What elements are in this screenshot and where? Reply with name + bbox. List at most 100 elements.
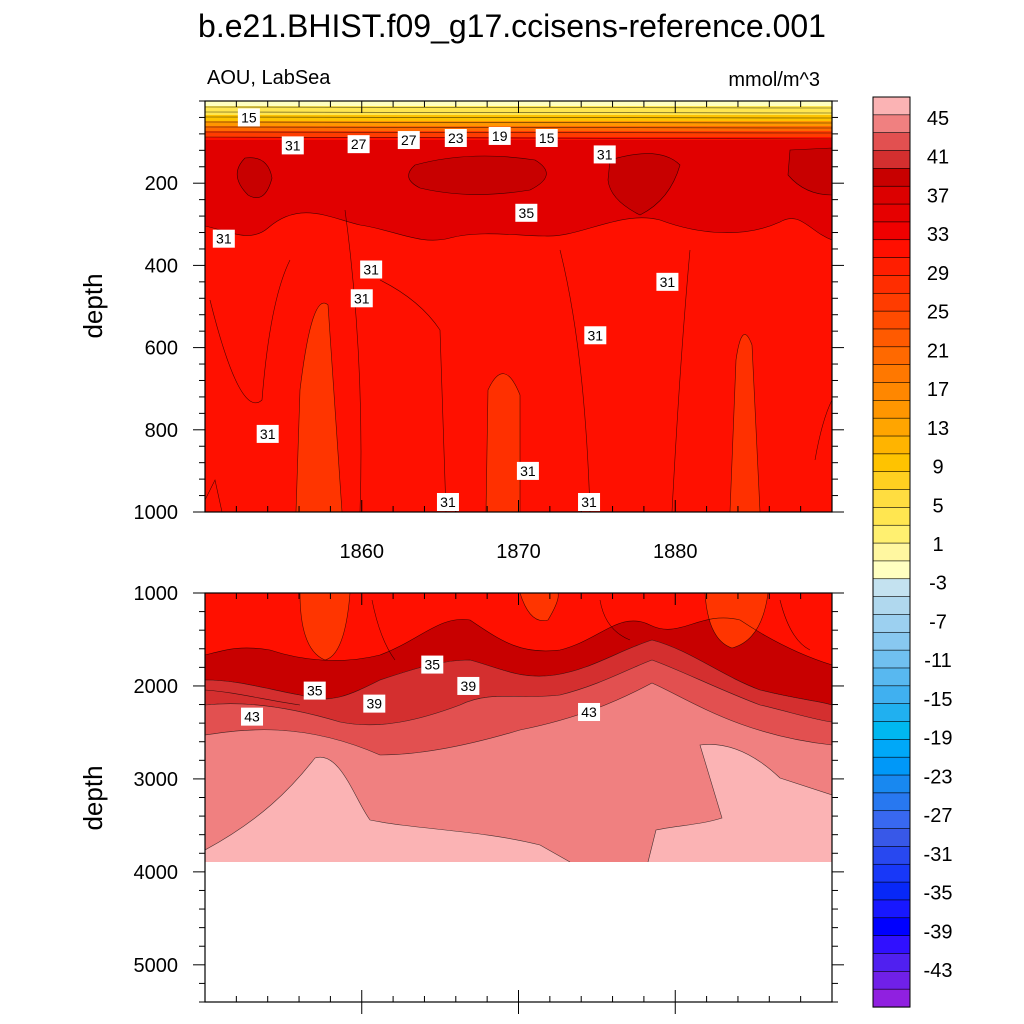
colorbar-level-label: 1 — [932, 534, 943, 556]
colorbar-level-label: 45 — [927, 108, 949, 130]
colorbar-swatch — [872, 667, 911, 687]
colorbar-swatch — [872, 364, 911, 384]
lower-fill-lobe — [705, 593, 768, 648]
colorbar-level-label: -19 — [924, 728, 953, 750]
colorbar-swatch — [872, 899, 911, 919]
colorbar-swatch — [872, 578, 911, 598]
contour-label: 39 — [363, 694, 386, 713]
contour-label: 27 — [397, 131, 420, 150]
contour-label-text: 35 — [424, 657, 440, 673]
colorbar-swatch — [872, 168, 911, 187]
colorbar-swatch — [872, 703, 911, 723]
upper-fill-lobe — [486, 373, 520, 512]
colorbar-swatch — [872, 96, 911, 116]
colorbar-swatch — [872, 614, 911, 633]
contour-label-text: 31 — [581, 494, 597, 510]
contour-label-text: 23 — [448, 130, 464, 146]
contour-label-text: 35 — [307, 683, 323, 699]
colorbar — [872, 96, 911, 1008]
colorbar-level-label: 17 — [927, 379, 949, 401]
upper-fill-blob — [788, 148, 832, 195]
upper-y-axis-label: depth — [78, 273, 108, 338]
colorbar-swatch — [872, 114, 911, 134]
colorbar-swatch — [872, 685, 911, 705]
x-tick-label: 1860 — [340, 541, 385, 563]
colorbar-level-label: 5 — [932, 495, 943, 517]
contour-label-text: 15 — [539, 130, 555, 146]
colorbar-swatch — [872, 489, 911, 508]
lower-fill-lobe — [300, 593, 350, 660]
contour-label: 39 — [457, 676, 480, 695]
colorbar-swatch — [872, 471, 911, 491]
colorbar-swatch — [872, 507, 911, 526]
y-tick-label: 2000 — [134, 676, 179, 698]
upper-plot-area — [205, 101, 832, 512]
colorbar-level-label: -3 — [929, 573, 947, 595]
colorbar-swatch — [872, 346, 911, 366]
contour-label-text: 39 — [367, 696, 383, 712]
colorbar-swatch — [872, 917, 911, 937]
contour-label-text: 39 — [461, 678, 477, 694]
contour-label-text: 31 — [440, 494, 456, 510]
colorbar-labels: 45 41 37 33 29 25 21 17 13 9 5 1 -3 -7 -11 -15 -19 -23 -27… — [924, 108, 953, 982]
upper-axis-ticks — [193, 100, 844, 513]
contour-label-text: 31 — [260, 426, 276, 442]
lower-plot-area — [205, 593, 832, 1002]
contour-label: 43 — [578, 702, 601, 721]
colorbar-level-label: 37 — [927, 185, 949, 207]
colorbar-swatch — [872, 863, 911, 883]
colorbar-swatch — [872, 150, 911, 169]
contour-label-text: 31 — [660, 274, 676, 290]
x-tick-label: 1870 — [496, 541, 541, 563]
colorbar-swatch — [872, 631, 911, 651]
colorbar-swatch — [872, 560, 911, 580]
contour-label: 43 — [241, 707, 264, 726]
contour-label-text: 19 — [492, 128, 508, 144]
contour-label-box — [584, 326, 607, 345]
colorbar-level-label: 33 — [927, 224, 949, 246]
lower-fill-deep — [648, 744, 832, 862]
contour-label-box — [656, 272, 679, 291]
contour-label-box — [535, 128, 558, 147]
contour-label: 31 — [516, 461, 539, 480]
upper-fill-blob — [608, 153, 680, 215]
y-tick-label: 600 — [145, 338, 178, 360]
colorbar-level-label: -23 — [924, 766, 953, 788]
colorbar-swatch — [872, 542, 911, 562]
upper-axis-tick-labels: 200 400 600 800 1000 1860 1870 1880 — [134, 173, 698, 563]
colorbar-swatch — [872, 185, 911, 205]
contour-label: 31 — [584, 326, 607, 345]
colorbar-swatch — [872, 453, 911, 473]
upper-contour-labels: 15 31 27 27 23 19 15 31 35 31 31 31 31 31 31 31 31 31 — [212, 108, 679, 511]
upper-fill-lobe — [296, 303, 342, 512]
contour-label: 35 — [515, 203, 538, 222]
colorbar-level-label: -43 — [924, 960, 953, 982]
lower-contour-labels: 35 35 39 39 43 43 — [241, 655, 601, 726]
contour-label-text: 31 — [216, 231, 232, 247]
colorbar-level-label: -11 — [924, 650, 951, 672]
contour-label-box — [436, 493, 459, 511]
contour-label: 31 — [360, 260, 383, 279]
lower-y-axis-label: depth — [78, 765, 108, 830]
colorbar-level-label: -15 — [924, 689, 953, 711]
y-tick-label: 400 — [145, 255, 178, 277]
contour-label-box — [515, 203, 538, 222]
colorbar-level-label: 21 — [927, 340, 949, 362]
colorbar-swatch — [872, 828, 911, 848]
contour-label-box — [363, 694, 386, 713]
contour-label-text: 31 — [354, 290, 370, 306]
contour-label-box — [488, 126, 511, 145]
contour-label: 27 — [347, 135, 370, 154]
colorbar-swatch — [872, 239, 911, 259]
colorbar-swatch — [872, 221, 911, 241]
colorbar-level-label: -31 — [924, 844, 953, 866]
lower-fill-35 — [205, 640, 832, 725]
contour-label: 35 — [421, 655, 444, 674]
colorbar-swatch — [872, 382, 911, 401]
contour-label: 23 — [444, 128, 467, 147]
contour-label-text: 43 — [581, 704, 597, 720]
colorbar-level-label: 25 — [927, 302, 949, 324]
colorbar-swatch — [872, 649, 911, 669]
lower-fill-lobe — [520, 593, 559, 621]
contour-label-text: 31 — [520, 463, 536, 479]
